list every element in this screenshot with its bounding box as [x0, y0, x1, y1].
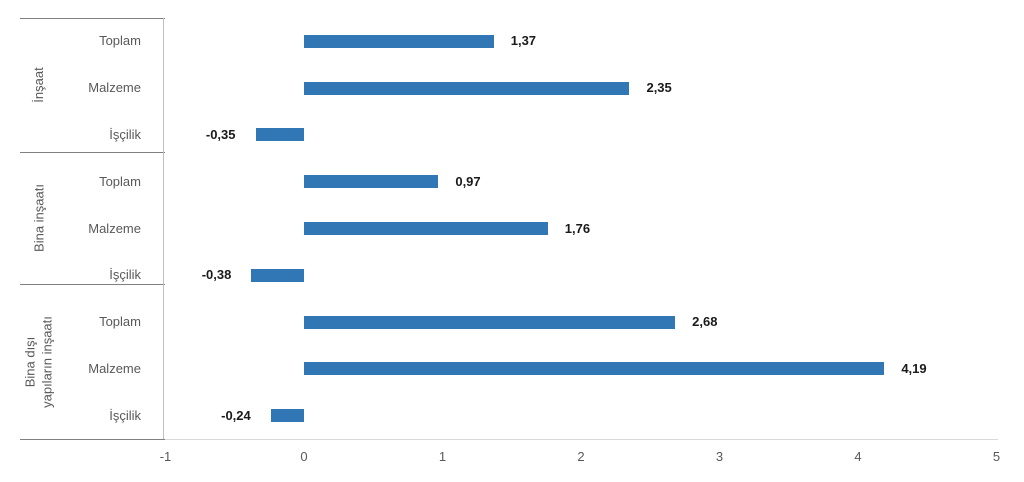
x-axis-tick-label: -1: [159, 449, 172, 464]
bar: [304, 34, 494, 48]
category-axis-line: [163, 18, 164, 439]
category-label: Malzeme: [88, 220, 141, 236]
bar: [251, 268, 304, 282]
group-separator-line: [20, 438, 165, 440]
x-axis-tick-label: 5: [992, 449, 1001, 464]
value-label: 1,76: [564, 220, 591, 236]
group-separator-line: [20, 17, 165, 19]
group-label: Bina inşaatı: [30, 184, 46, 253]
bar: [304, 175, 439, 189]
category-label: İşçilik: [109, 267, 141, 283]
category-label: Toplam: [99, 173, 141, 189]
bar: [270, 409, 304, 423]
value-label: 2,35: [646, 80, 672, 96]
category-label: Toplam: [99, 33, 141, 49]
value-label: 4,19: [901, 360, 927, 376]
category-label: Toplam: [99, 314, 141, 330]
value-label: 2,68: [692, 314, 718, 330]
value-label: -0,38: [201, 267, 232, 283]
bar: [304, 222, 548, 235]
bar: [304, 81, 630, 95]
value-label: -0,35: [205, 126, 236, 142]
x-axis-line: [165, 438, 998, 440]
value-label: -0,24: [221, 407, 251, 423]
x-axis-tick-label: 4: [854, 449, 862, 464]
category-label: Malzeme: [88, 360, 141, 376]
group-separator-line: [20, 151, 165, 153]
bar: [304, 362, 885, 376]
value-label: 0,97: [455, 173, 481, 189]
x-axis-tick-label: 1: [438, 449, 447, 464]
category-label: İşçilik: [109, 407, 141, 423]
x-axis-tick-label: 0: [300, 449, 308, 464]
bar: [304, 315, 676, 329]
category-label: İşçilik: [109, 126, 141, 142]
x-axis-tick-label: 3: [715, 449, 724, 464]
group-separator-line: [20, 284, 165, 285]
x-axis-tick-label: 2: [577, 449, 585, 464]
bar: [255, 128, 304, 142]
category-label: Malzeme: [88, 80, 141, 96]
value-label: 1,37: [510, 33, 537, 49]
